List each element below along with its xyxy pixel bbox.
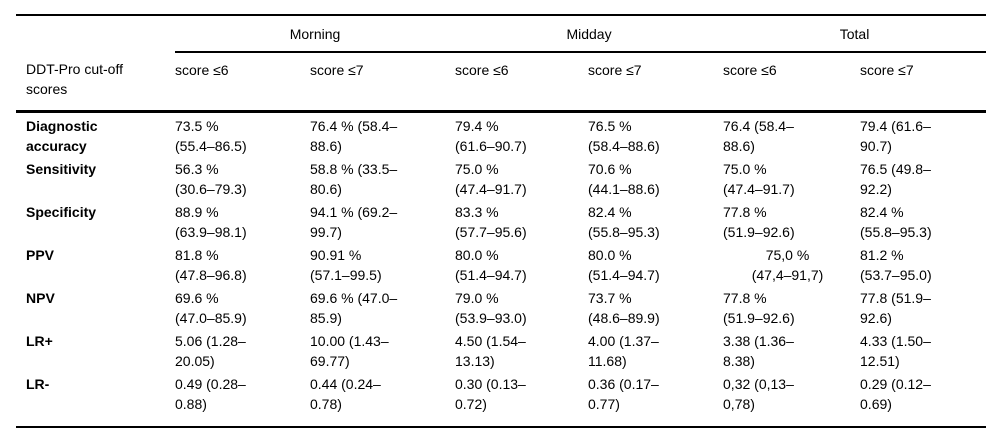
subheader-midday-le7: score ≤7: [588, 52, 724, 113]
row-label: Specificity: [26, 204, 97, 220]
data-cell: 76.4 (58.4– 88.6): [723, 118, 794, 154]
data-cell: 88.9 % (63.9–98.1): [175, 204, 247, 240]
data-cell: 5.06 (1.28– 20.05): [175, 333, 246, 369]
table-row-ppv: PPV 81.8 % (47.8–96.8) 90.91 % (57.1–99.…: [16, 242, 986, 285]
data-cell: 79.0 % (53.9–93.0): [455, 290, 527, 326]
row-label: LR-: [16, 371, 175, 428]
data-cell: 58.8 % (33.5– 80.6): [310, 161, 398, 197]
data-cell: 69.6 % (47.0– 85.9): [310, 290, 398, 326]
data-cell: 0,32 (0,13– 0,78): [723, 371, 861, 428]
results-table: Morning Midday Total DDT-Pro cut-off sco…: [16, 14, 987, 428]
data-cell: 4.50 (1.54– 13.13): [455, 333, 526, 369]
subheader-midday-le6: score ≤6: [455, 52, 588, 113]
data-cell: 80.0 % (51.4–94.7): [588, 247, 660, 283]
table-row-sensitivity: Sensitivity 56.3 % (30.6–79.3) 58.8 % (3…: [16, 156, 986, 199]
row-label: Sensitivity: [26, 161, 97, 177]
subheader-row: DDT-Pro cut-off scores score ≤6 score ≤7…: [16, 52, 987, 113]
data-cell: 0.44 (0.24– 0.78): [310, 371, 455, 428]
table-row-npv: NPV 69.6 % (47.0–85.9) 69.6 % (47.0– 85.…: [16, 285, 986, 328]
data-cell: 80.0 % (51.4–94.7): [455, 247, 527, 283]
data-cell: 0.30 (0.13– 0.72): [455, 371, 588, 428]
data-cell: 76.5 (49.8– 92.2): [860, 161, 931, 197]
data-cell: 82.4 % (55.8–95.3): [588, 204, 660, 240]
table-row-diagnostic-accuracy: Diagnostic accuracy 73.5 % (55.4–86.5) 7…: [16, 112, 986, 157]
data-cell: 76.5 % (58.4–88.6): [588, 118, 660, 154]
data-cell: 10.00 (1.43– 69.77): [310, 333, 389, 369]
data-cell: 79.4 % (61.6–90.7): [455, 118, 527, 154]
data-cell: 75.0 % (47.4–91.7): [723, 161, 795, 197]
data-cell: 4.33 (1.50– 12.51): [860, 333, 931, 369]
data-cell: 77.8 % (51.9–92.6): [723, 204, 795, 240]
group-header-morning: Morning: [175, 14, 455, 53]
results-table-container: Morning Midday Total DDT-Pro cut-off sco…: [16, 14, 987, 428]
data-cell: 73.5 % (55.4–86.5): [175, 118, 247, 154]
group-header-midday: Midday: [455, 14, 724, 53]
data-cell: 81.8 % (47.8–96.8): [175, 247, 247, 283]
data-cell: 73.7 % (48.6–89.9): [588, 290, 660, 326]
data-cell: 0.29 (0.12– 0.69): [860, 371, 987, 428]
data-cell: 77.8 % (51.9–92.6): [723, 290, 795, 326]
group-header-row: Morning Midday Total: [16, 14, 987, 53]
data-cell: 77.8 (51.9– 92.6): [860, 290, 931, 326]
table-row-specificity: Specificity 88.9 % (63.9–98.1) 94.1 % (6…: [16, 199, 986, 242]
data-cell: 81.2 % (53.7–95.0): [860, 247, 932, 283]
data-cell: 76.4 % (58.4– 88.6): [310, 118, 398, 154]
data-cell: 94.1 % (69.2– 99.7): [310, 204, 398, 240]
data-cell: 3.38 (1.36– 8.38): [723, 333, 794, 369]
subheader-morning-le6: score ≤6: [175, 52, 310, 113]
data-cell: 4.00 (1.37– 11.68): [588, 333, 659, 369]
data-cell: 69.6 % (47.0–85.9): [175, 290, 247, 326]
data-cell: 75.0 % (47.4–91.7): [455, 161, 527, 197]
row-label: Diagnostic accuracy: [26, 118, 98, 154]
row-label: LR+: [26, 333, 53, 349]
subheader-total-le6: score ≤6: [723, 52, 861, 113]
data-cell: 83.3 % (57.7–95.6): [455, 204, 527, 240]
data-cell: 79.4 (61.6– 90.7): [860, 118, 931, 154]
data-cell: 0.36 (0.17– 0.77): [588, 371, 724, 428]
data-cell: 75,0 % (47,4–91,7): [751, 247, 824, 283]
data-cell: 56.3 % (30.6–79.3): [175, 161, 247, 197]
data-cell: 90.91 % (57.1–99.5): [310, 247, 382, 283]
row-label: PPV: [26, 247, 55, 263]
table-row-lr-minus: LR- 0.49 (0.28– 0.88) 0.44 (0.24– 0.78) …: [16, 371, 987, 428]
row-label: NPV: [26, 290, 55, 306]
group-header-total: Total: [723, 14, 987, 53]
corner-header: DDT-Pro cut-off scores: [16, 52, 175, 113]
corner-spacer: [16, 14, 175, 52]
data-cell: 0.49 (0.28– 0.88): [175, 371, 310, 428]
table-row-lr-plus: LR+ 5.06 (1.28– 20.05) 10.00 (1.43– 69.7…: [16, 328, 986, 371]
subheader-morning-le7: score ≤7: [310, 52, 455, 113]
subheader-total-le7: score ≤7: [860, 52, 987, 113]
data-cell: 82.4 % (55.8–95.3): [860, 204, 932, 240]
data-cell: 70.6 % (44.1–88.6): [588, 161, 660, 197]
